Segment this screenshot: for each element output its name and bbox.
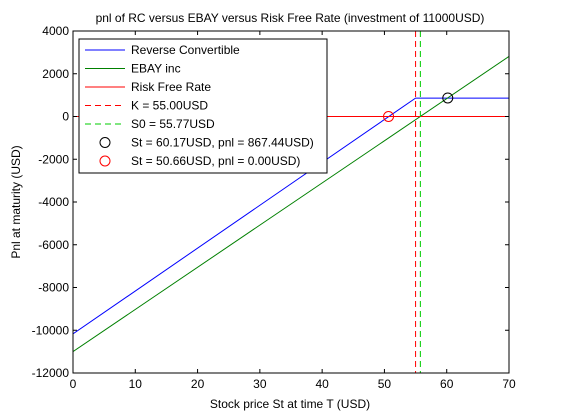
y-tick-label: -10000 — [32, 323, 70, 337]
x-axis: 0 10 20 30 40 50 60 70 — [70, 31, 516, 391]
legend-label-1: EBAY inc — [131, 62, 181, 76]
legend-swatch-6 — [99, 155, 111, 167]
legend-label-6: St = 50.66USD, pnl = 0.00USD) — [131, 154, 300, 168]
series-line-1 — [73, 56, 509, 353]
x-tick-label: 50 — [378, 377, 392, 391]
y-tick-label: 4000 — [42, 24, 69, 38]
series-line-0 — [73, 97, 509, 335]
legend: Reverse Convertible EBAY inc Risk Free Rat… — [78, 38, 328, 174]
y-axis: -12000 -10000 -8000 -6000 -4000 -2000 0 2000 400… — [32, 24, 509, 380]
legend-label-0: Reverse Convertible — [131, 43, 240, 57]
x-tick-label: 10 — [129, 377, 143, 391]
x-axis-label: Stock price St at time T (USD) — [210, 397, 370, 411]
y-tick-label: -4000 — [38, 195, 69, 209]
chart-title: pnl of RC versus EBAY versus Risk Free R… — [96, 11, 485, 25]
y-tick-label: -8000 — [38, 281, 69, 295]
y-tick-label: -12000 — [32, 366, 70, 380]
x-tick-label: 60 — [440, 377, 454, 391]
y-tick-label: 0 — [62, 110, 69, 124]
x-tick-label: 0 — [70, 377, 77, 391]
legend-label-4: S0 = 55.77USD — [131, 117, 215, 131]
series-marker-5 — [442, 92, 454, 104]
x-tick-label: 70 — [502, 377, 516, 391]
legend-label-5: St = 60.17USD, pnl = 867.44USD) — [131, 136, 314, 150]
x-tick-label: 30 — [253, 377, 267, 391]
y-axis-label: Pnl at maturity (USD) — [9, 145, 23, 258]
x-tick-label: 40 — [315, 377, 329, 391]
y-tick-label: -6000 — [38, 238, 69, 252]
x-tick-label: 20 — [191, 377, 205, 391]
legend-label-3: K = 55.00USD — [131, 99, 208, 113]
series-marker-6 — [383, 111, 395, 122]
legend-swatch-5 — [99, 137, 111, 148]
legend-label-2: Risk Free Rate — [131, 80, 211, 94]
y-tick-label: -2000 — [38, 152, 69, 166]
y-tick-label: 2000 — [42, 67, 69, 81]
